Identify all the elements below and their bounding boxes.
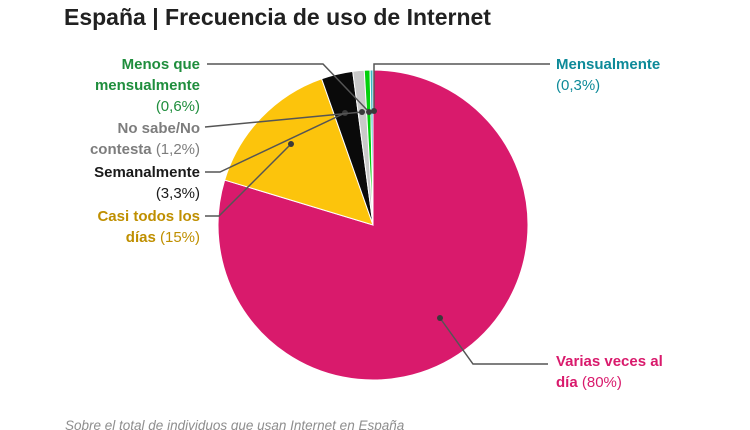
leader-dot — [288, 141, 294, 147]
callout-percent: (3,3%) — [155, 185, 200, 202]
callout-label: Casi todos los días — [97, 208, 200, 246]
callout-mensualmente: Mensualmente (0,3%) — [556, 54, 696, 96]
leader-dot — [359, 109, 365, 115]
callout-label: Varias veces al día — [556, 353, 663, 391]
callout-percent: (80%) — [581, 374, 622, 391]
footnote: Sobre el total de individuos que usan In… — [65, 418, 405, 430]
callout-label: Mensualmente — [556, 56, 661, 73]
leader-line — [205, 143, 292, 217]
callout-percent: (15%) — [159, 229, 200, 246]
callout-casi-todos-los-dias: Casi todos los días (15%) — [80, 206, 200, 248]
leader-dot — [437, 315, 443, 321]
leader-line — [207, 63, 370, 113]
pie-slice-casi-todos-los-dias[interactable] — [224, 78, 374, 226]
callout-label: No sabe/No contesta — [89, 120, 200, 158]
callout-label: Semanalmente — [94, 164, 200, 181]
callout-percent: (0,6%) — [155, 98, 200, 115]
callout-percent: (1,2%) — [155, 141, 200, 158]
leader-line — [204, 111, 363, 128]
leader-line — [439, 317, 548, 365]
callout-menos-que-mensualmente: Menos que mensualmente (0,6%) — [70, 54, 200, 117]
callout-varias-veces-al-dia: Varias veces al día (80%) — [556, 351, 671, 393]
callout-percent: (0,3%) — [556, 77, 601, 94]
callout-label: Menos que mensualmente — [94, 56, 200, 94]
leader-dot — [371, 108, 377, 114]
leader-line — [373, 63, 550, 111]
leader-line — [205, 112, 346, 173]
leader-dot — [366, 109, 372, 115]
chart-title: España | Frecuencia de uso de Internet — [64, 4, 491, 30]
callout-no-sabe-no-contesta: No sabe/No contesta (1,2%) — [72, 118, 200, 160]
callout-semanalmente: Semanalmente (3,3%) — [75, 162, 200, 204]
